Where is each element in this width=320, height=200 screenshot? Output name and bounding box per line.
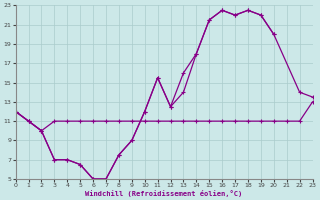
X-axis label: Windchill (Refroidissement éolien,°C): Windchill (Refroidissement éolien,°C) bbox=[85, 190, 243, 197]
